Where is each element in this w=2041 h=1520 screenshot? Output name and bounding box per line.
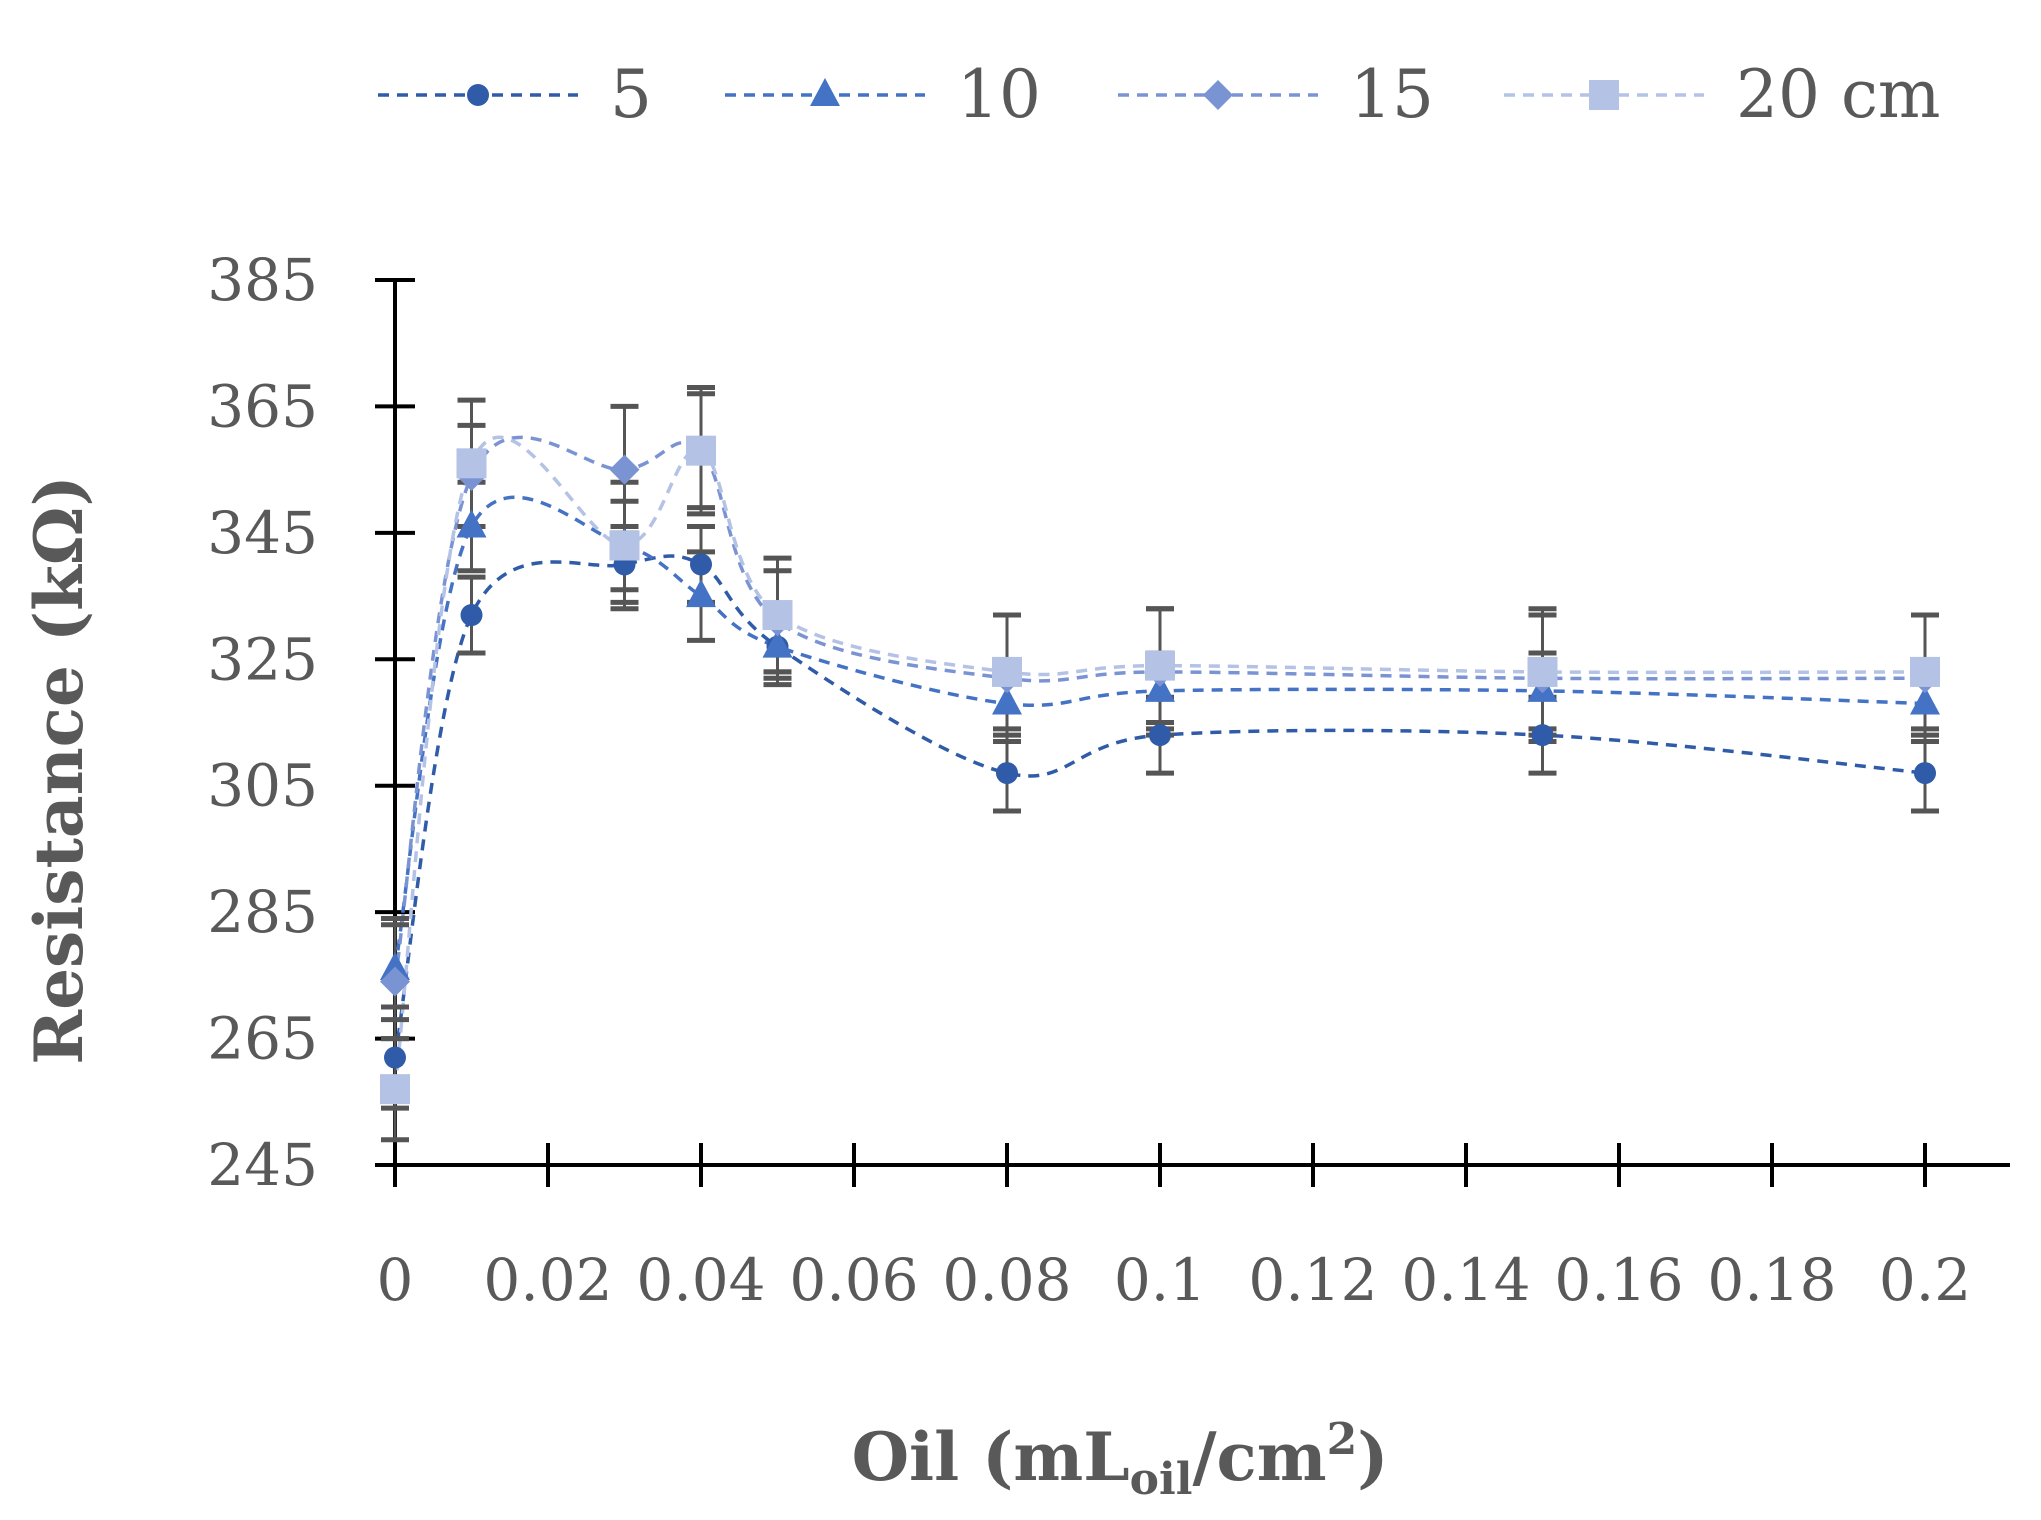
y-tick-label: 245	[207, 1131, 318, 1199]
data-point	[762, 600, 793, 631]
x-axis-title-sup: 2	[1327, 1414, 1358, 1465]
data-point	[609, 530, 640, 561]
data-point	[686, 579, 716, 608]
legend-label: 5	[610, 56, 652, 133]
data-point	[1914, 762, 1936, 785]
legend-item-3: 15	[1118, 56, 1434, 133]
x-axis-title-main: Oil (mL	[852, 1418, 1130, 1496]
data-point	[686, 435, 716, 466]
legend-marker	[1203, 80, 1233, 110]
data-point	[380, 952, 410, 981]
data-point	[1149, 724, 1171, 747]
legend-item-1: 5	[378, 56, 652, 133]
markers	[380, 435, 1940, 1105]
legend-item-2: 10	[725, 56, 1041, 133]
x-tick-label: 0.02	[483, 1246, 612, 1314]
x-tick-label: 0.18	[1707, 1246, 1836, 1314]
data-point	[1910, 656, 1940, 687]
data-point	[456, 448, 487, 479]
y-tick-label: 325	[207, 625, 318, 693]
data-point	[762, 629, 793, 658]
x-tick-label: 0.08	[942, 1246, 1071, 1314]
data-point	[380, 966, 410, 997]
data-point	[690, 553, 712, 576]
data-point	[1527, 656, 1558, 687]
y-tick-label: 365	[207, 372, 318, 440]
y-axis-title: Resistance (kΩ)	[20, 475, 98, 1065]
y-tick-label: 345	[207, 499, 318, 567]
data-point	[456, 509, 487, 538]
x-tick-label: 0.06	[789, 1246, 918, 1314]
error-bars	[381, 384, 1939, 1143]
legend-label: 20 cm	[1736, 56, 1941, 133]
data-point	[609, 454, 640, 485]
x-tick-label: 0.12	[1248, 1246, 1377, 1314]
series-line-1	[393, 554, 1926, 1058]
data-point	[460, 604, 483, 627]
data-point	[384, 1046, 406, 1069]
x-axis-title-mid: /cm	[1192, 1418, 1326, 1496]
legend-label: 15	[1350, 56, 1434, 133]
x-tick-label: 0.16	[1554, 1246, 1683, 1314]
x-tick-label: 0	[377, 1246, 414, 1314]
x-tick-label: 0.04	[636, 1246, 765, 1314]
x-axis-title: Oil (mLoil/cm2)	[852, 1414, 1389, 1505]
legend-marker	[810, 78, 840, 106]
x-axis-title-sub: oil	[1130, 1454, 1193, 1505]
x-tick-label: 0.2	[1879, 1246, 1971, 1314]
data-point	[992, 686, 1022, 715]
axes: 245 265 285 305 325 345 365 385 0 0.02 0.04 0.06 0.0…	[207, 246, 2010, 1314]
data-point	[1145, 673, 1175, 702]
y-tick-label: 265	[207, 1005, 318, 1073]
y-tick-label: 385	[207, 246, 318, 314]
legend-label: 10	[957, 56, 1041, 133]
data-point	[992, 656, 1022, 687]
x-tick-label: 0.14	[1401, 1246, 1530, 1314]
data-point	[1531, 724, 1554, 747]
legend-marker	[1589, 80, 1619, 110]
series-line-2	[393, 495, 1926, 970]
x-tick-label: 0.1	[1114, 1246, 1206, 1314]
data-point	[996, 762, 1018, 785]
x-axis-title-end: )	[1357, 1418, 1388, 1496]
y-tick-label: 285	[207, 878, 318, 946]
data-point	[1910, 686, 1940, 715]
data-point	[1145, 650, 1175, 681]
legend-item-4: 20 cm	[1504, 56, 1941, 133]
legend: 5 10 15 20 cm	[378, 56, 1941, 133]
y-tick-label: 305	[207, 752, 318, 820]
legend-marker	[467, 84, 489, 106]
data-point	[380, 1074, 410, 1105]
